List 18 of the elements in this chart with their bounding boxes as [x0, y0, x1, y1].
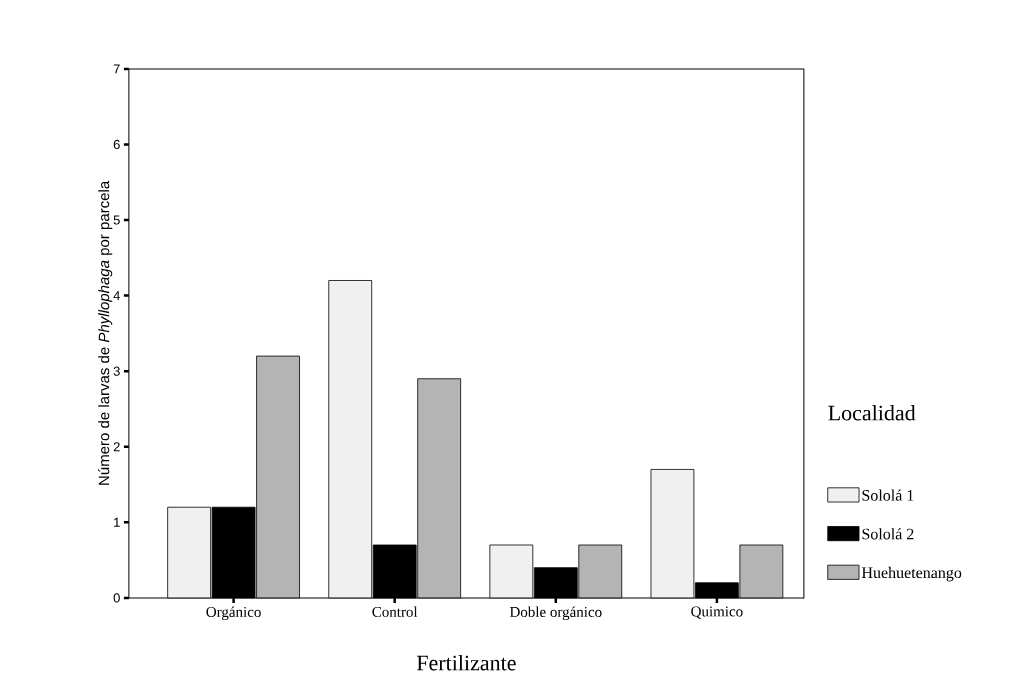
- x-axis-title: Fertilizante: [416, 654, 516, 671]
- x-tick-label: Quimico: [691, 606, 743, 619]
- legend-label: Huehuetenango: [861, 566, 962, 582]
- y-tick-label: 0: [113, 593, 120, 603]
- y-tick-label: 4: [113, 291, 120, 301]
- y-tick-label: 2: [113, 442, 120, 452]
- y-tick-label: 7: [113, 64, 120, 74]
- x-tick-label: Orgánico: [206, 606, 261, 621]
- y-tick-label: 1: [114, 517, 120, 527]
- x-tick-label: Doble orgánico: [509, 606, 602, 621]
- legend-title: Localidad: [828, 405, 916, 421]
- x-tick-label: Control: [372, 606, 418, 617]
- legend-label: Sololá 1: [862, 489, 914, 501]
- y-tick-label: 3: [113, 366, 120, 376]
- y-tick-label: 5: [113, 215, 120, 225]
- y-tick-label: 6: [113, 139, 120, 150]
- legend-label: Sololá 2: [862, 528, 914, 540]
- y-axis-title: Número de larvas de Phyllophaga por parcela: [98, 180, 113, 485]
